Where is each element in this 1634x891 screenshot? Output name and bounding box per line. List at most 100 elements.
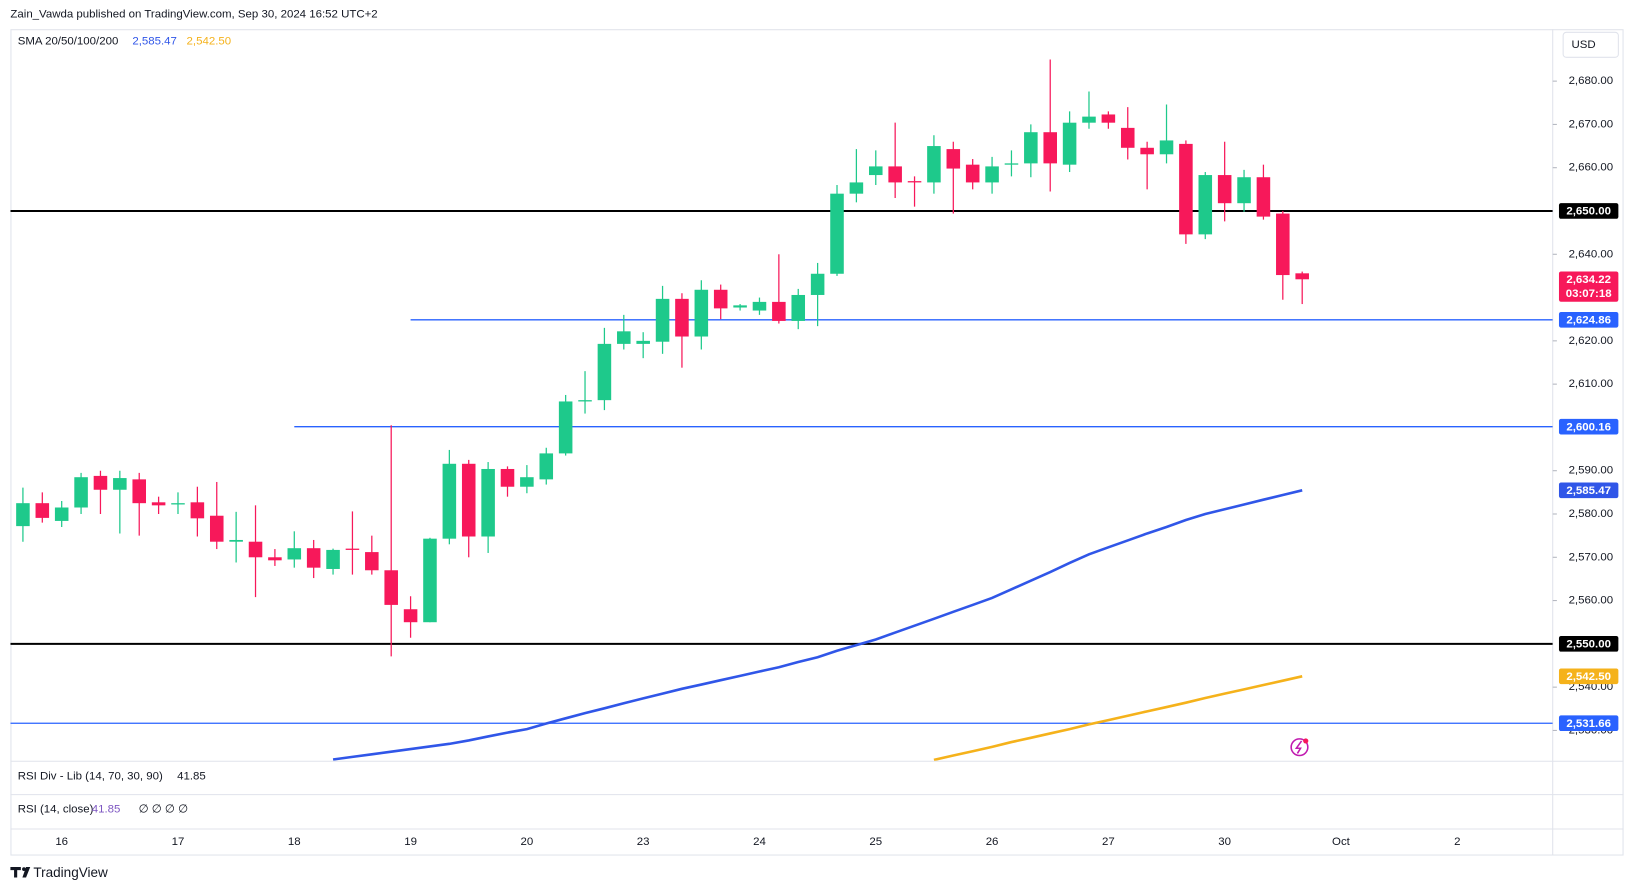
x-tick-label: 25 [869,836,882,848]
candle-body [1004,163,1019,165]
y-tick-label: 2,570.00 [1569,551,1614,563]
candle-body [907,181,922,183]
candle-body [132,479,146,504]
x-tick-label: 26 [986,836,999,848]
candle-body [655,298,670,342]
pane-title: RSI (14, close) [18,804,94,816]
candle-body [1256,177,1271,217]
y-tick-label: 2,560.00 [1569,595,1614,607]
currency: USD [1571,39,1595,51]
candle-body [1237,177,1251,204]
currency-box[interactable] [1562,31,1619,58]
candle-body [384,570,398,605]
price-badge [1558,203,1619,219]
candle-body [927,146,941,183]
candle-body [171,503,185,505]
candle-body [810,273,825,295]
footer-logo [10,867,31,878]
plot-area [10,59,1553,761]
x-tick-label: 27 [1102,836,1115,848]
price-badge-label: 2,650.00 [1566,206,1611,218]
candle-body [442,463,457,539]
countdown: 03:07:18 [1566,288,1612,300]
price-badge [1558,418,1619,435]
candle-body [1120,127,1135,148]
y-tick-label: 2,620.00 [1569,335,1614,347]
price-badge-label: 2,531.66 [1566,718,1611,730]
candle-body [1062,122,1077,165]
y-tick-label: 2,670.00 [1569,118,1614,130]
y-tick-label: 2,540.00 [1569,681,1614,693]
legend-value: 2,542.50 [187,36,232,48]
candle-body [1140,147,1154,155]
sma-line [332,489,1303,761]
y-tick-label: 2,610.00 [1569,378,1614,390]
event-icon[interactable] [1290,738,1309,757]
candle-body [423,538,437,623]
candle-body [113,478,127,490]
y-tick-label: 2,660.00 [1569,162,1614,174]
candle-body [93,475,108,490]
legend-title: SMA 20/50/100/200 [18,36,119,48]
candle-body [830,193,844,274]
candle-body [16,503,30,527]
pane-extras: ∅ ∅ ∅ ∅ [139,804,188,816]
candle-body [248,541,263,558]
price-badge [1558,668,1619,685]
candle-body [35,503,50,518]
sma-line [933,675,1303,761]
candle-body [558,401,573,454]
last-price-label: 2,634.22 [1566,274,1611,286]
footer-brand: TradingView [33,865,108,880]
y-tick-label: 2,680.00 [1569,75,1614,87]
candle-body [1082,116,1096,123]
candle-body [268,557,282,561]
candle-body [597,343,612,401]
price-badge [1558,715,1619,732]
price-badge-label: 2,542.50 [1566,671,1611,683]
candle-body [287,548,302,560]
candle-body [636,340,650,344]
candle-body [985,166,999,183]
price-badge [1558,482,1619,499]
candle-body [1198,175,1213,235]
candle-body [209,515,224,542]
candle-body [578,400,592,402]
y-tick-label: 2,640.00 [1569,248,1614,260]
candle-body [1101,114,1116,123]
candle-body [849,182,864,194]
candle-body [772,301,786,321]
candle-body [946,149,961,169]
x-tick-label: 23 [637,836,650,848]
pane-title: RSI Div - Lib (14, 70, 30, 90) [18,770,163,782]
candle-body [190,502,205,519]
candle-body [869,166,883,176]
candle-body [1043,132,1057,164]
price-badge [1558,636,1619,652]
pane-value: 41.85 [177,770,206,782]
x-tick-label: 24 [753,836,766,848]
x-tick-label: 20 [521,836,534,848]
x-tick-label: 30 [1218,836,1231,848]
candle-body [694,289,709,337]
candle-body [539,453,554,480]
x-tick-label: 16 [55,836,68,848]
x-tick-label: 18 [288,836,301,848]
candle-body [1024,132,1038,164]
price-badge [1558,311,1619,328]
candle-body [403,609,418,623]
author-line: Zain_Vawda published on TradingView.com,… [10,9,377,21]
x-tick-label: Oct [1332,836,1351,848]
candle-body [965,164,980,183]
candle-body [151,502,166,506]
candle-body [733,305,747,308]
candle-body [1159,140,1174,155]
candle-body [520,477,534,487]
candle-body [791,294,806,321]
pane-value: 41.85 [92,804,121,816]
legend-value: 2,585.47 [132,36,177,48]
candle-body [1276,213,1290,276]
